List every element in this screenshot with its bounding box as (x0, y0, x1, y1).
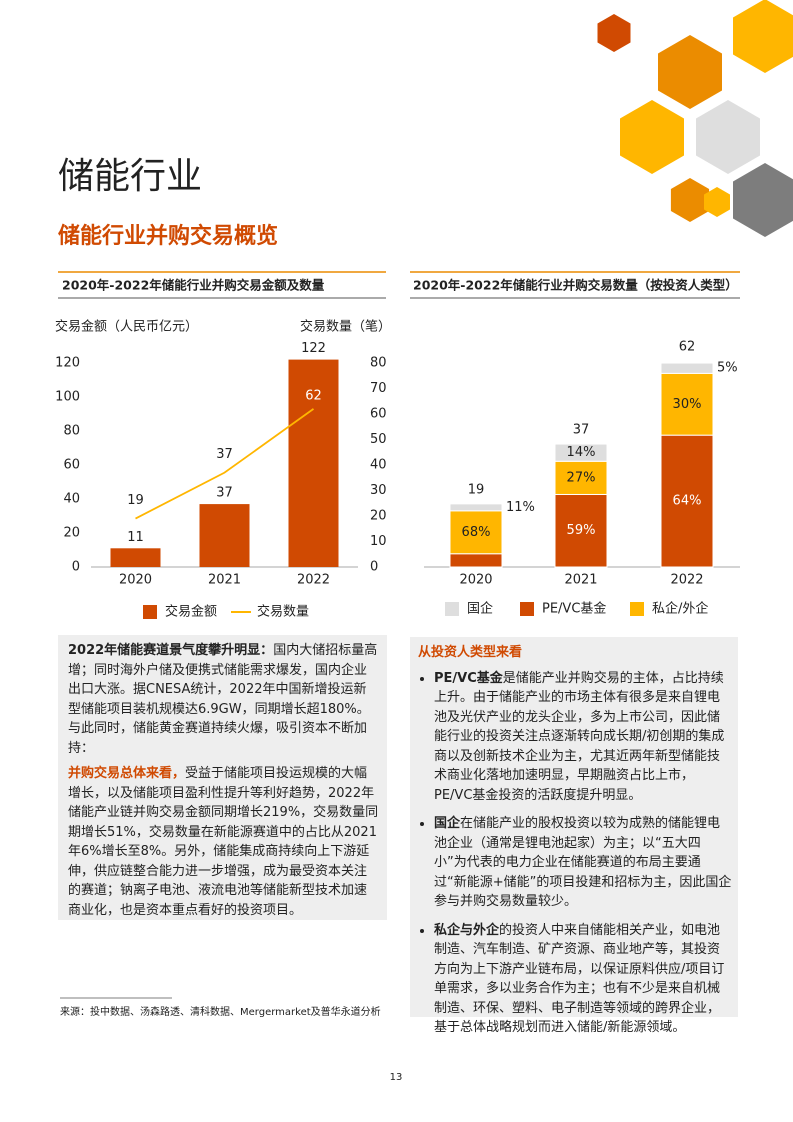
paragraph: 2022年储能赛道景气度攀升明显：国内大储招标量高增；同时海外户储及便携式储能需… (68, 641, 379, 758)
bar-segment (449, 510, 503, 555)
legend-swatch (445, 602, 459, 616)
y-tick-label: 40 (63, 492, 80, 507)
left-text-box: 2022年储能赛道景气度攀升明显：国内大储招标量高增；同时海外户储及便携式储能需… (58, 635, 387, 920)
y2-tick-label: 40 (370, 458, 387, 473)
y2-tick-label: 0 (370, 560, 378, 575)
line-series (135, 408, 315, 520)
hexagon (704, 187, 730, 217)
y2-tick-label: 50 (370, 432, 387, 447)
bullet: 国企在储能产业的股权投资以较为成熟的储能锂电池企业（通常是锂电池起家）为主；以“… (434, 814, 732, 912)
bar-value-label: 122 (301, 341, 326, 356)
y-tick-label: 80 (63, 424, 80, 439)
bar (110, 548, 161, 567)
bar-segment (660, 372, 714, 436)
legend-label: 国企 (467, 601, 493, 617)
bar-segment (449, 553, 503, 568)
segment-label: 21% (506, 553, 535, 568)
paragraph: 并购交易总体来看，受益于储能项目投运规模的大幅增长，以及储能项目盈利性提升等利好… (68, 764, 379, 920)
bullet-lead: 国企 (434, 816, 461, 831)
chart-title: 2020年-2022年储能行业并购交易金额及数量 (62, 278, 325, 293)
page-title: 储能行业 (58, 156, 202, 197)
y-tick-label: 100 (55, 390, 80, 405)
bullet-body: 在储能产业的股权投资以较为成熟的储能锂电池企业（通常是锂电池起家）为主；以“五大… (434, 816, 732, 909)
hexagon (733, 163, 793, 237)
y2-tick-label: 10 (370, 534, 387, 549)
legend-label: 交易金额 (165, 604, 217, 620)
legend-label: 交易数量 (257, 604, 309, 620)
x-tick-label: 2021 (208, 573, 241, 588)
hexagon (733, 0, 793, 73)
page-number: 13 (390, 1072, 403, 1083)
paragraph-lead: 并购交易总体来看， (68, 766, 186, 781)
paragraph-body: 受益于储能项目投运规模的大幅增长，以及储能项目盈利性提升等利好趋势，2022年储… (68, 766, 379, 918)
source-note: 来源：投中数据、汤森路透、清科数据、Mergermarket及普华永道分析 (60, 1005, 381, 1018)
segment-label: 59% (567, 523, 596, 538)
segment-label: 64% (673, 494, 702, 509)
y2-tick-label: 20 (370, 509, 387, 524)
legend-swatch (520, 602, 534, 616)
bar-value-label: 37 (216, 486, 233, 501)
bar-segment (554, 460, 608, 495)
y2-tick-label: 30 (370, 483, 387, 498)
x-tick-label: 2020 (119, 573, 152, 588)
bullet: 私企与外企的投资人中来自储能相关产业，如电池制造、汽车制造、矿产资源、商业地产等… (434, 921, 732, 1038)
page-subtitle: 储能行业并购交易概览 (58, 223, 278, 249)
paragraph-body: 国内大储招标量高增；同时海外户储及便携式储能需求爆发，国内企业出口大涨。据CNE… (68, 643, 378, 756)
total-label: 62 (679, 340, 696, 355)
segment-label: 27% (567, 470, 596, 485)
bullet-lead: 私企与外企 (434, 922, 500, 938)
legend-swatch (143, 605, 157, 619)
legend-label: 私企/外企 (652, 601, 708, 617)
line-value-label: 62 (305, 388, 322, 403)
line-value-label: 19 (127, 493, 144, 508)
hexagon (597, 14, 631, 52)
y-tick-label: 120 (55, 356, 80, 371)
y-tick-label: 60 (63, 458, 80, 473)
bullet-list: PE/VC基金是储能产业并购交易的主体，占比持续上升。由于储能产业的市场主体有很… (418, 669, 732, 1038)
y-axis-label: 交易金额（人民币亿元） (55, 319, 198, 335)
y-tick-label: 20 (63, 526, 80, 541)
x-tick-label: 2020 (459, 573, 492, 588)
bullet-body: 的投资人中来自储能相关产业，如电池制造、汽车制造、矿产资源、商业地产等，其投资方… (434, 922, 725, 1036)
total-label: 37 (573, 423, 590, 438)
hexagon (658, 35, 722, 109)
bullet-body: 是储能产业并购交易的主体，占比持续上升。由于储能产业的市场主体有很多是来自锂电池… (434, 670, 725, 803)
box-heading: 从投资人类型来看 (418, 645, 523, 660)
right-text-box: 从投资人类型来看 PE/VC基金是储能产业并购交易的主体，占比持续上升。由于储能… (410, 637, 738, 1035)
bar-segment (554, 443, 608, 462)
bullet-lead: PE/VC基金 (434, 670, 503, 686)
x-tick-label: 2022 (670, 573, 703, 588)
paragraph-lead: 2022年储能赛道景气度攀升明显： (68, 643, 274, 658)
legend-label: PE/VC基金 (542, 601, 606, 617)
hexagon (620, 100, 684, 174)
y2-tick-label: 60 (370, 407, 387, 422)
segment-label: 30% (673, 397, 702, 412)
x-tick-label: 2021 (564, 573, 597, 588)
bar (199, 504, 250, 567)
y-tick-label: 0 (72, 560, 80, 575)
y2-axis-label: 交易数量（笔） (300, 319, 391, 335)
segment-label: 11% (506, 500, 535, 515)
y2-tick-label: 80 (370, 356, 387, 371)
bar-segment (554, 493, 608, 568)
bullet: PE/VC基金是储能产业并购交易的主体，占比持续上升。由于储能产业的市场主体有很… (434, 669, 732, 806)
segment-label: 14% (567, 445, 596, 460)
legend-swatch (630, 602, 644, 616)
bar-segment (449, 503, 503, 512)
bar (288, 359, 339, 567)
segment-label: 68% (462, 525, 491, 540)
bar-segment (660, 362, 714, 374)
total-label: 19 (468, 482, 485, 497)
chart-title: 2020年-2022年储能行业并购交易数量（按投资人类型） (413, 278, 738, 293)
segment-label: 5% (717, 361, 738, 376)
hexagon (696, 100, 760, 174)
x-tick-label: 2022 (297, 573, 330, 588)
y2-tick-label: 70 (370, 381, 387, 396)
bar-segment (660, 434, 714, 568)
hexagon (670, 178, 710, 222)
bar-value-label: 11 (127, 530, 144, 545)
line-value-label: 37 (216, 447, 233, 462)
